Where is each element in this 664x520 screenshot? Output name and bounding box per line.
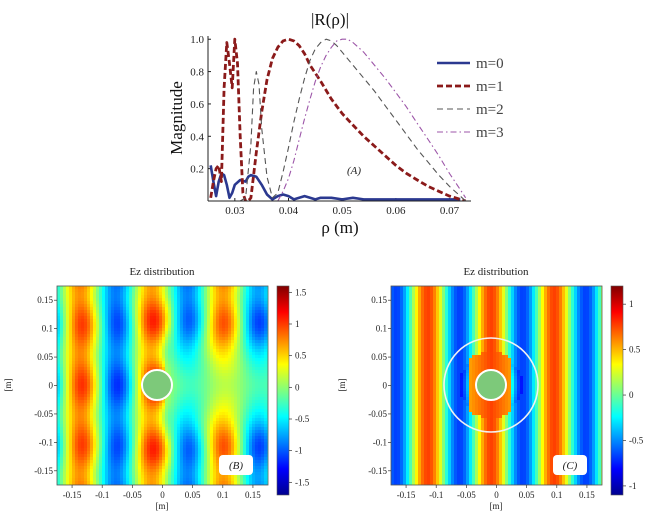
y-tick-label: -0.15 xyxy=(368,466,387,476)
x-tick-label: 0.05 xyxy=(185,490,201,500)
y-tick-label: 0.4 xyxy=(190,131,204,143)
x-axis-label: ρ (m) xyxy=(321,218,358,237)
panel-b-annotation: (B) xyxy=(229,460,243,472)
y-tick-label: 0 xyxy=(49,381,54,391)
x-tick-label: 0.1 xyxy=(551,490,562,500)
colorbar-tick-label: 0.5 xyxy=(295,351,307,361)
legend-label: m=2 xyxy=(476,102,504,118)
panel-c-y-ticks: 0.15 0.1 0.05 0 -0.05 -0.1 -0.15 xyxy=(368,295,391,476)
x-tick-label: -0.05 xyxy=(457,490,476,500)
y-tick-label: 0.2 xyxy=(190,164,204,176)
y-tick-label: 0.15 xyxy=(371,295,387,305)
panel-c-colorbar xyxy=(610,285,624,496)
x-tick-label: 0.05 xyxy=(333,205,353,217)
panel-b-y-ticks: 0.15 0.1 0.05 0 -0.05 -0.1 -0.15 xyxy=(34,295,57,476)
colorbar-tick-label: -1.5 xyxy=(295,477,310,487)
y-tick-label: 1.0 xyxy=(190,34,204,46)
x-tick-labels: 0.03 0.04 0.05 0.06 0.07 xyxy=(225,198,460,217)
panel-b-colorbar xyxy=(276,285,290,496)
x-tick-label: 0 xyxy=(160,490,165,500)
panel-b: Ez distribution (B) -0.15 -0.1 -0.05 0 0.05 0… xyxy=(3,266,310,511)
x-tick-label: 0.15 xyxy=(579,490,595,500)
panel-c-annotation: (C) xyxy=(563,460,578,472)
panel-c-field-map xyxy=(391,286,602,485)
y-tick-label: -0.1 xyxy=(39,437,53,447)
y-tick-label: 0.05 xyxy=(37,352,53,362)
series-line-m-2 xyxy=(239,38,466,201)
panel-b-y-label: [m] xyxy=(3,379,13,392)
series-lines xyxy=(209,37,467,201)
y-axis-label: Magnitude xyxy=(167,81,186,155)
x-tick-label: 0.15 xyxy=(245,490,261,500)
y-tick-label: 0.6 xyxy=(190,99,204,111)
y-tick-label: 0.05 xyxy=(371,352,387,362)
colorbar-tick-label: -1 xyxy=(629,481,637,491)
panel-c-title: Ez distribution xyxy=(463,266,529,278)
panel-b-x-ticks: -0.15 -0.1 -0.05 0 0.05 0.1 0.15 xyxy=(63,485,261,500)
y-tick-labels: 0.2 0.4 0.6 0.8 1.0 xyxy=(190,34,211,176)
panel-a-title: |R(ρ)| xyxy=(311,10,349,29)
legend-label: m=1 xyxy=(476,79,504,95)
series-line-m-1 xyxy=(209,37,467,201)
x-tick-label: -0.1 xyxy=(429,490,443,500)
colorbar-tick-label: -1 xyxy=(295,446,303,456)
panel-b-title: Ez distribution xyxy=(129,266,195,278)
x-tick-label: -0.15 xyxy=(397,490,416,500)
x-tick-label: -0.1 xyxy=(95,490,109,500)
panel-a-annotation: (A) xyxy=(347,165,361,177)
legend-label: m=0 xyxy=(476,56,504,72)
x-tick-label: 0.06 xyxy=(386,205,406,217)
colorbar-tick-label: 1.5 xyxy=(295,287,307,297)
x-tick-label: 0.07 xyxy=(440,205,460,217)
panel-c: Ez distribution (C) -0.15 -0.1 -0.05 0 0.05 0… xyxy=(337,266,644,511)
colorbar-tick-label: -0.5 xyxy=(295,414,310,424)
series-line-m-0 xyxy=(209,165,461,201)
series-line-m-3 xyxy=(277,38,467,201)
y-tick-label: 0.15 xyxy=(37,295,53,305)
panel-a: |R(ρ)| Magnitude ρ (m) (A) 0.03 0.04 0.05 0… xyxy=(167,10,504,237)
colorbar-tick-label: 1 xyxy=(295,319,300,329)
y-tick-label: 0.1 xyxy=(376,324,387,334)
x-tick-label: 0.04 xyxy=(279,205,299,217)
panel-b-field-map xyxy=(57,286,268,485)
x-tick-label: 0 xyxy=(494,490,499,500)
panel-b-scatterer-disk xyxy=(141,369,173,401)
panel-c-colorbar-ticks: 1 0.5 0 -0.5 -1 xyxy=(623,299,644,491)
y-tick-label: -0.05 xyxy=(34,409,53,419)
legend: m=0 m=1 m=2 m=3 xyxy=(437,56,504,141)
panel-c-scatterer-disk xyxy=(475,369,507,401)
panel-c-y-label: [m] xyxy=(337,379,347,392)
x-tick-label: 0.05 xyxy=(519,490,535,500)
y-tick-label: 0.1 xyxy=(42,324,53,334)
panel-b-x-label: [m] xyxy=(156,501,169,511)
x-tick-label: -0.15 xyxy=(63,490,82,500)
x-tick-label: 0.03 xyxy=(225,205,245,217)
panel-c-outer-ring xyxy=(443,337,539,433)
x-tick-label: 0.1 xyxy=(217,490,228,500)
x-tick-label: -0.05 xyxy=(123,490,142,500)
colorbar-tick-label: -0.5 xyxy=(629,435,644,445)
y-tick-label: -0.1 xyxy=(373,437,387,447)
panel-c-annotation-box xyxy=(553,455,587,475)
colorbar-tick-label: 1 xyxy=(629,299,634,309)
colorbar-tick-label: 0.5 xyxy=(629,345,641,355)
panel-b-colorbar-ticks: 1.5 1 0.5 0 -0.5 -1 -1.5 xyxy=(289,287,310,487)
y-tick-label: -0.15 xyxy=(34,466,53,476)
legend-label: m=3 xyxy=(476,125,504,141)
panel-c-x-label: [m] xyxy=(490,501,503,511)
y-tick-label: 0.8 xyxy=(190,67,204,79)
panel-c-x-ticks: -0.15 -0.1 -0.05 0 0.05 0.1 0.15 xyxy=(397,485,595,500)
colorbar-tick-label: 0 xyxy=(629,390,634,400)
colorbar-tick-label: 0 xyxy=(295,382,300,392)
panel-b-annotation-box xyxy=(219,455,253,475)
y-tick-label: 0 xyxy=(383,381,388,391)
y-tick-label: -0.05 xyxy=(368,409,387,419)
